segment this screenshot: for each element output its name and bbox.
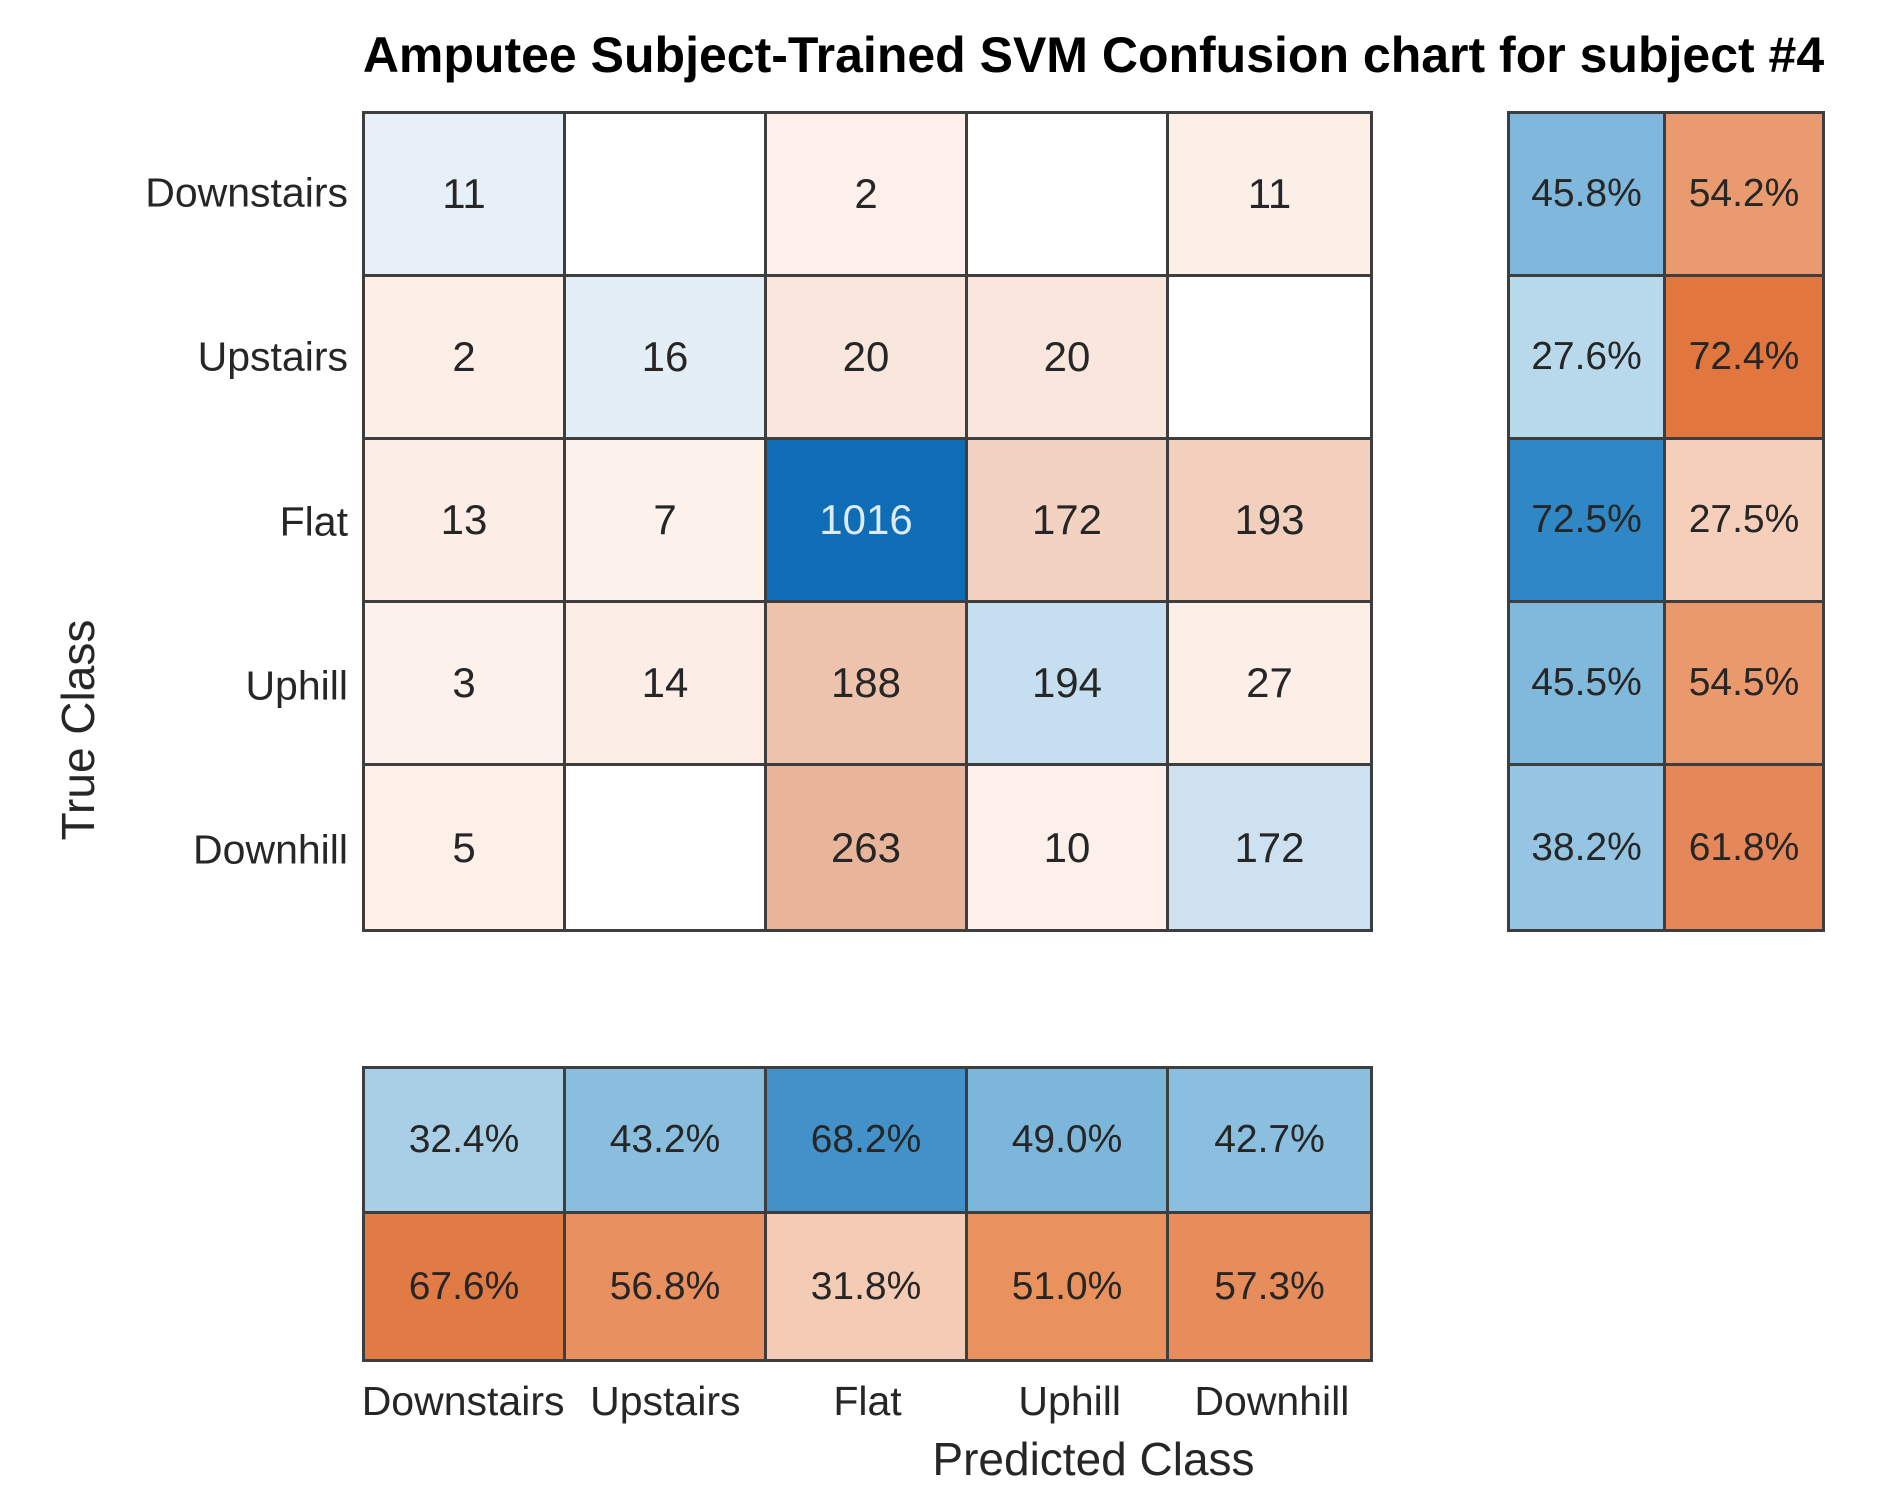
y-tick-label: Flat — [279, 498, 348, 544]
row-summary-correct-cell: 72.5% — [1510, 440, 1666, 603]
row-summary-grid: 45.8% 54.2% 27.6% 72.4% 72.5% 27.5% 45.5% 54.5%… — [1507, 111, 1825, 932]
x-tick-label: Upstairs — [590, 1378, 741, 1424]
matrix-cell: 11 — [1169, 114, 1370, 277]
column-summary-grid: 32.4% 43.2% 68.2% 49.0% 42.7% 67.6% 56.8% 31.8%… — [362, 1066, 1373, 1362]
x-tick-label: Downstairs — [361, 1378, 565, 1424]
matrix-cell: 5 — [365, 766, 566, 929]
col-summary-correct-cell: 42.7% — [1169, 1069, 1370, 1214]
matrix-cell: 7 — [566, 440, 767, 603]
row-summary-incorrect-cell: 72.4% — [1666, 277, 1822, 440]
matrix-cell — [1169, 277, 1370, 440]
matrix-cell: 27 — [1169, 603, 1370, 766]
matrix-cell: 1016 — [767, 440, 968, 603]
row-summary-correct-cell: 45.5% — [1510, 603, 1666, 766]
chart-title: Amputee Subject-Trained SVM Confusion ch… — [362, 27, 1825, 83]
matrix-cell — [968, 114, 1169, 277]
y-tick-label: Upstairs — [197, 333, 348, 380]
matrix-cell: 172 — [968, 440, 1169, 603]
col-summary-incorrect-cell: 57.3% — [1169, 1214, 1370, 1359]
row-summary-incorrect-cell: 54.2% — [1666, 114, 1822, 277]
matrix-cell: 3 — [365, 603, 566, 766]
x-tick-label: Uphill — [1018, 1378, 1121, 1424]
y-tick-label: Downhill — [193, 826, 348, 873]
confusion-matrix-grid: 11 2 11 2 16 20 20 13 7 1016 172 193 3 14 188 194 27 5 263… — [362, 111, 1373, 932]
matrix-cell: 20 — [968, 277, 1169, 440]
col-summary-incorrect-cell: 51.0% — [968, 1214, 1169, 1359]
y-axis-label: True Class — [52, 619, 104, 841]
matrix-cell: 193 — [1169, 440, 1370, 603]
matrix-cell: 20 — [767, 277, 968, 440]
matrix-cell: 2 — [767, 114, 968, 277]
matrix-cell: 188 — [767, 603, 968, 766]
matrix-cell — [566, 766, 767, 929]
matrix-cell: 14 — [566, 603, 767, 766]
x-tick-label: Downhill — [1194, 1378, 1350, 1424]
col-summary-correct-cell: 32.4% — [365, 1069, 566, 1214]
matrix-cell: 194 — [968, 603, 1169, 766]
y-tick-label: Downstairs — [145, 169, 348, 216]
col-summary-correct-cell: 43.2% — [566, 1069, 767, 1214]
row-summary-correct-cell: 45.8% — [1510, 114, 1666, 277]
x-tick-label: Flat — [833, 1378, 902, 1424]
row-summary-incorrect-cell: 27.5% — [1666, 440, 1822, 603]
row-summary-correct-cell: 27.6% — [1510, 277, 1666, 440]
row-summary-correct-cell: 38.2% — [1510, 766, 1666, 929]
col-summary-incorrect-cell: 67.6% — [365, 1214, 566, 1359]
matrix-cell: 13 — [365, 440, 566, 603]
col-summary-incorrect-cell: 56.8% — [566, 1214, 767, 1359]
matrix-cell: 11 — [365, 114, 566, 277]
row-summary-incorrect-cell: 54.5% — [1666, 603, 1822, 766]
matrix-cell: 172 — [1169, 766, 1370, 929]
matrix-cell: 10 — [968, 766, 1169, 929]
matrix-cell: 2 — [365, 277, 566, 440]
matrix-cell: 16 — [566, 277, 767, 440]
row-summary-incorrect-cell: 61.8% — [1666, 766, 1822, 929]
col-summary-correct-cell: 49.0% — [968, 1069, 1169, 1214]
col-summary-correct-cell: 68.2% — [767, 1069, 968, 1214]
matrix-cell: 263 — [767, 766, 968, 929]
y-tick-label: Uphill — [245, 662, 348, 709]
matrix-cell — [566, 114, 767, 277]
col-summary-incorrect-cell: 31.8% — [767, 1214, 968, 1359]
x-axis-label: Predicted Class — [932, 1433, 1255, 1485]
